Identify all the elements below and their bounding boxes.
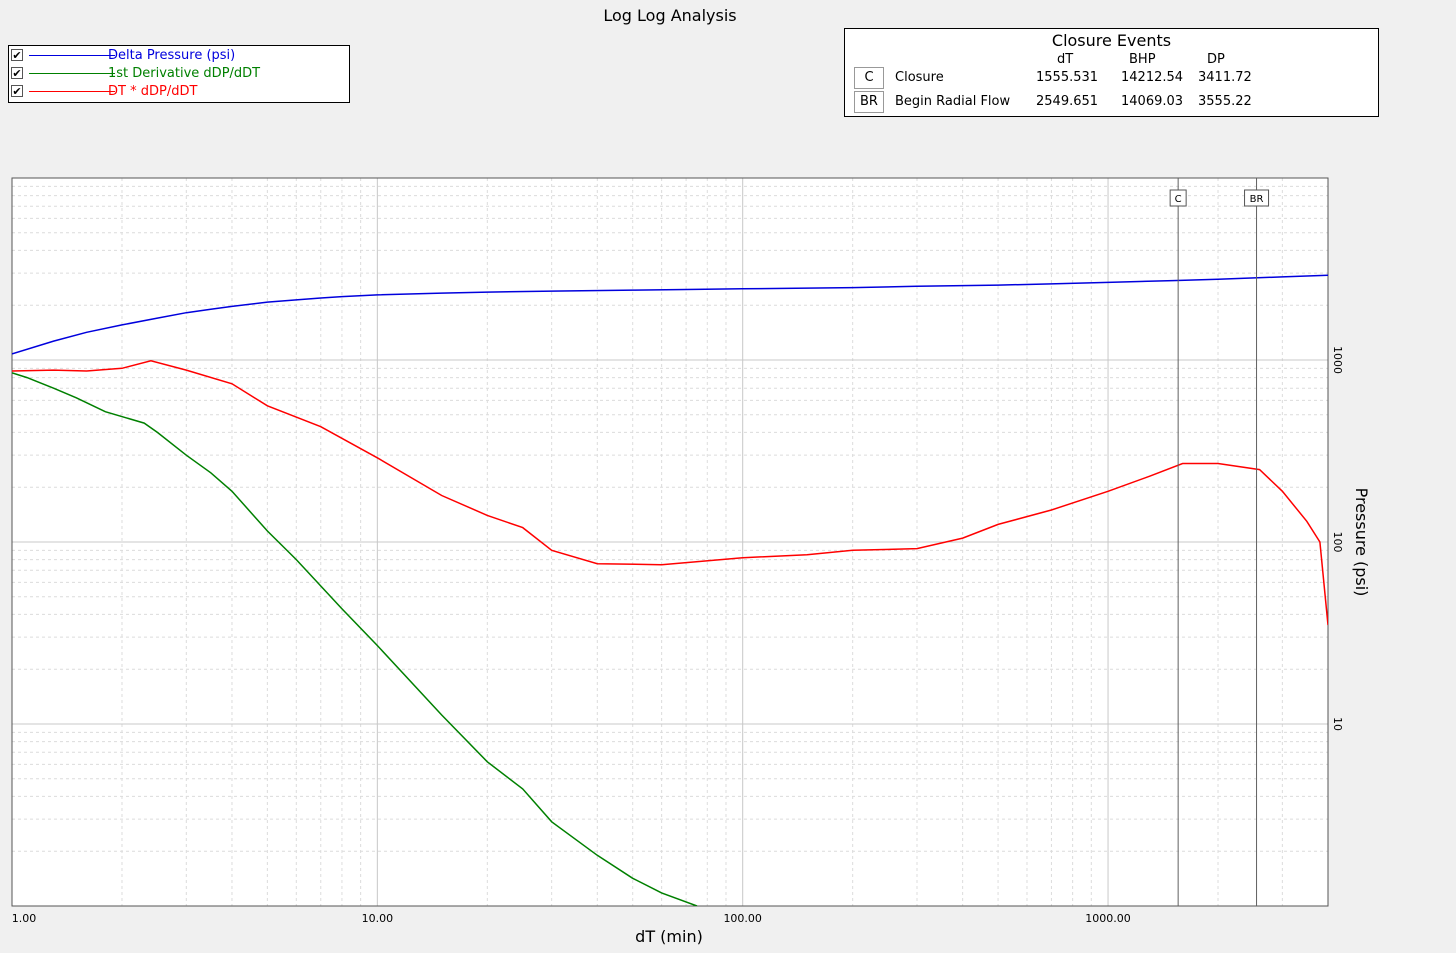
- legend-swatch: [29, 73, 115, 74]
- column-header-dt: dT: [1057, 52, 1074, 67]
- legend-item-first-derivative[interactable]: ✔ 1st Derivative dDP/dDT: [9, 65, 347, 83]
- x-tick-label: 1000.00: [1085, 912, 1131, 925]
- dt-derivative-line: [12, 360, 1328, 626]
- chart-title: Log Log Analysis: [603, 6, 737, 25]
- event-marker-box: [1244, 189, 1270, 207]
- y-tick-label: 100: [1331, 532, 1344, 553]
- legend-label: Delta Pressure (psi): [108, 48, 236, 63]
- column-header-bhp: BHP: [1129, 52, 1156, 67]
- legend-item-dt-derivative[interactable]: ✔ DT * dDP/dDT: [9, 83, 347, 101]
- x-tick-label: 10.00: [362, 912, 394, 925]
- first-derivative-line: [12, 372, 698, 906]
- x-tick-label: 100.00: [723, 912, 762, 925]
- legend-swatch: [29, 55, 115, 56]
- event-code: C: [854, 67, 884, 89]
- delta-pressure-line: [12, 274, 1328, 355]
- legend-label: 1st Derivative dDP/dDT: [108, 66, 261, 81]
- x-axis-label: dT (min): [635, 927, 703, 946]
- event-name: Begin Radial Flow: [895, 94, 1011, 109]
- plot-border: [11, 177, 1329, 907]
- y-tick-label: 10: [1331, 717, 1344, 731]
- y-tick-label: 1000: [1331, 346, 1344, 374]
- closure-event-row[interactable]: BR Begin Radial Flow 2549.651 14069.03 3…: [845, 91, 1378, 113]
- event-dt: 1555.531: [1036, 70, 1099, 85]
- event-dt: 2549.651: [1036, 94, 1099, 109]
- event-marker-label: C: [1175, 194, 1182, 205]
- legend-swatch: [29, 91, 115, 92]
- closure-event-row[interactable]: C Closure 1555.531 14212.54 3411.72: [845, 67, 1378, 89]
- event-dp: 3411.72: [1198, 70, 1252, 85]
- event-bhp: 14069.03: [1121, 94, 1184, 109]
- column-header-dp: DP: [1207, 52, 1225, 67]
- event-bhp: 14212.54: [1121, 70, 1184, 85]
- closure-events-panel: Closure Events dT BHP DP C Closure 1555.…: [844, 28, 1379, 117]
- y-axis-label: Pressure (psi): [1352, 488, 1371, 597]
- legend-item-delta-pressure[interactable]: ✔ Delta Pressure (psi): [9, 47, 347, 65]
- legend-checkbox[interactable]: ✔: [11, 49, 23, 62]
- legend: ✔ Delta Pressure (psi) ✔ 1st Derivative …: [8, 45, 350, 103]
- event-marker-box: [1169, 189, 1187, 207]
- event-code: BR: [854, 91, 884, 113]
- closure-events-title: Closure Events: [1051, 31, 1172, 50]
- x-tick-label: 1.00: [12, 912, 37, 925]
- legend-checkbox[interactable]: ✔: [11, 85, 23, 98]
- event-marker-label: BR: [1250, 194, 1264, 205]
- legend-label: DT * dDP/dDT: [108, 84, 198, 99]
- event-dp: 3555.22: [1198, 94, 1252, 109]
- event-name: Closure: [895, 70, 944, 85]
- legend-checkbox[interactable]: ✔: [11, 67, 23, 80]
